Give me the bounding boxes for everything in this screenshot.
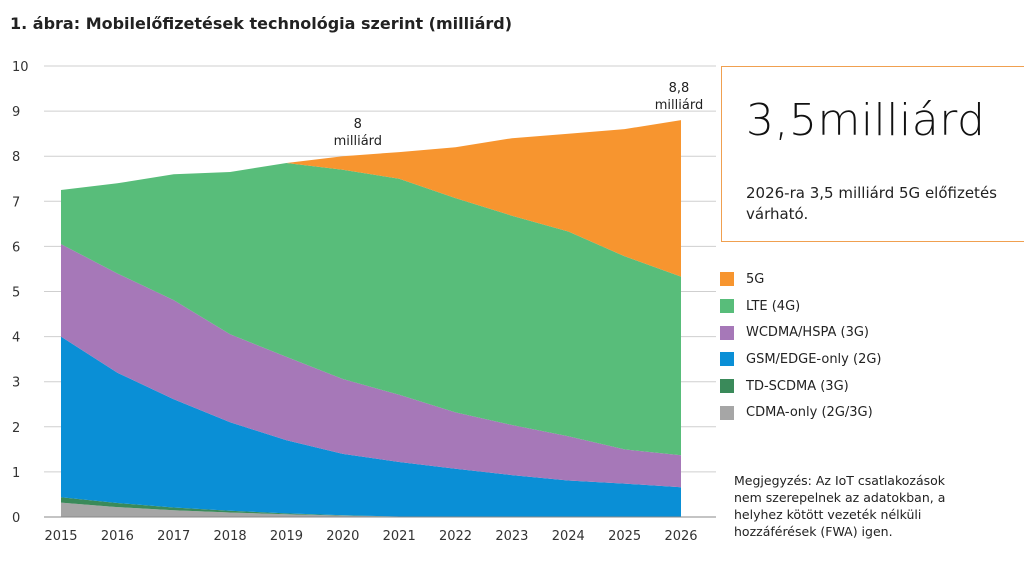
series-area-wcdma-hspa-3g — [61, 244, 681, 488]
x-tick-label: 2023 — [495, 529, 528, 544]
legend-label: GSM/EDGE-only (2G) — [746, 351, 882, 367]
legend-swatch — [720, 272, 734, 287]
x-tick-label: 2019 — [270, 529, 303, 544]
series-area-gsm-edge-only-2g — [61, 336, 681, 517]
callout-headline: 3,5milliárd — [746, 95, 986, 146]
y-tick-label: 8 — [12, 150, 20, 165]
y-tick-label: 10 — [12, 60, 29, 75]
series-area-cdma-only-2g-3g — [61, 502, 681, 517]
legend-item-wcdma: WCDMA/HSPA (3G) — [720, 319, 881, 346]
y-tick-label: 1 — [12, 466, 20, 481]
x-tick-label: 2016 — [101, 529, 134, 544]
x-tick-label: 2015 — [44, 529, 77, 544]
legend-swatch — [720, 379, 734, 394]
legend: 5G LTE (4G) WCDMA/HSPA (3G) GSM/EDGE-onl… — [720, 266, 881, 426]
stacked-area-chart: 0 1 2 3 4 5 6 7 8 9 10 2015 2016 2017 2018 2019 2020 2021… — [12, 60, 716, 544]
legend-swatch — [720, 325, 734, 340]
legend-label: CDMA-only (2G/3G) — [746, 405, 873, 421]
x-tick-label: 2024 — [552, 529, 585, 544]
y-tick-label: 0 — [12, 511, 20, 526]
x-tick-label: 2022 — [439, 529, 472, 544]
y-tick-label: 7 — [12, 195, 20, 210]
y-tick-label: 5 — [12, 286, 20, 301]
legend-label: 5G — [746, 271, 765, 287]
y-tick-label: 4 — [12, 331, 20, 346]
legend-item-gsm: GSM/EDGE-only (2G) — [720, 346, 881, 373]
y-tick-label: 6 — [12, 240, 20, 255]
y-tick-label: 2 — [12, 421, 20, 436]
footnote: Megjegyzés: Az IoT csatlakozások nem sze… — [734, 473, 946, 539]
annotation-value: 8,8 — [669, 81, 690, 96]
x-tick-label: 2021 — [383, 529, 416, 544]
legend-label: LTE (4G) — [746, 298, 801, 314]
x-tick-label: 2018 — [214, 529, 247, 544]
y-tick-label: 9 — [12, 105, 20, 120]
legend-label: TD-SCDMA (3G) — [746, 378, 849, 394]
annotation-unit: milliárd — [334, 134, 382, 149]
legend-item-tdscdma: TD-SCDMA (3G) — [720, 373, 881, 400]
y-tick-label: 3 — [12, 376, 20, 391]
legend-item-cdma: CDMA-only (2G/3G) — [720, 399, 881, 426]
legend-swatch — [720, 299, 734, 314]
x-tick-label: 2020 — [326, 529, 359, 544]
legend-item-5g: 5G — [720, 266, 881, 293]
callout-box: 3,5milliárd 2026-ra 3,5 milliárd 5G előf… — [721, 66, 1024, 242]
chart-title: 1. ábra: Mobilelőfizetések technológia s… — [10, 14, 513, 33]
legend-swatch — [720, 405, 734, 420]
callout-text: 2026-ra 3,5 milliárd 5G előfizetés várha… — [746, 184, 997, 223]
series-area-5g — [61, 120, 681, 277]
series-area-lte-4g — [61, 163, 681, 456]
x-tick-label: 2017 — [157, 529, 190, 544]
annotation-value: 8 — [354, 117, 362, 132]
x-tick-label: 2026 — [664, 529, 697, 544]
annotation-unit: milliárd — [655, 98, 703, 113]
legend-label: WCDMA/HSPA (3G) — [746, 325, 869, 341]
legend-item-lte: LTE (4G) — [720, 293, 881, 320]
legend-swatch — [720, 352, 734, 367]
x-tick-label: 2025 — [608, 529, 641, 544]
